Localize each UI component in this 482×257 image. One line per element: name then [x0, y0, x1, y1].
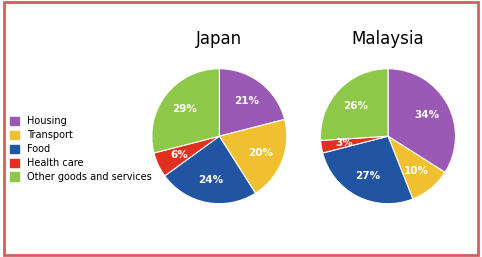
Wedge shape [219, 69, 285, 136]
Wedge shape [152, 69, 219, 153]
Wedge shape [321, 69, 388, 140]
Wedge shape [322, 136, 413, 204]
Title: Japan: Japan [196, 30, 242, 48]
Wedge shape [219, 120, 287, 193]
Text: 27%: 27% [355, 171, 380, 181]
Title: Malaysia: Malaysia [352, 30, 424, 48]
Wedge shape [165, 136, 255, 204]
Text: 34%: 34% [415, 110, 440, 120]
Wedge shape [388, 69, 455, 172]
Wedge shape [321, 136, 388, 153]
Wedge shape [388, 136, 445, 199]
Text: 24%: 24% [199, 175, 224, 185]
Legend: Housing, Transport, Food, Health care, Other goods and services: Housing, Transport, Food, Health care, O… [10, 116, 152, 182]
Text: 6%: 6% [170, 150, 188, 160]
Text: 21%: 21% [234, 96, 259, 106]
Wedge shape [154, 136, 219, 176]
Text: 29%: 29% [172, 104, 197, 114]
Text: 20%: 20% [248, 148, 273, 158]
Text: 26%: 26% [343, 101, 368, 111]
Text: 3%: 3% [335, 138, 353, 148]
Text: 10%: 10% [404, 166, 429, 176]
